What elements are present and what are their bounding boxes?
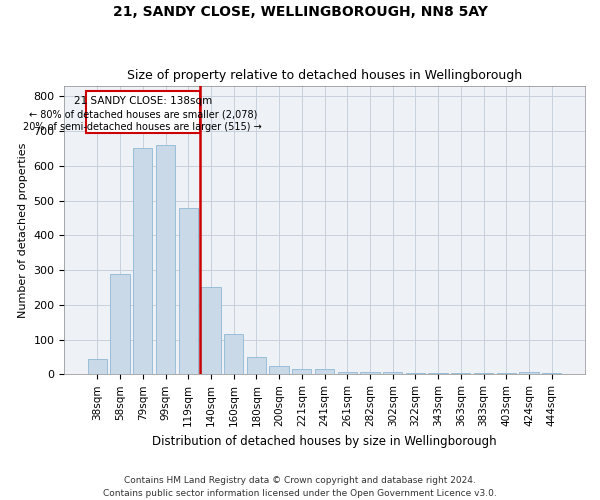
Bar (520, 372, 539, 374)
Bar (338, 372, 357, 374)
Bar (156, 145, 175, 374)
Bar (315, 369, 334, 374)
Text: Contains HM Land Registry data © Crown copyright and database right 2024.
Contai: Contains HM Land Registry data © Crown c… (103, 476, 497, 498)
Bar (88, 358, 107, 374)
Bar (497, 372, 516, 374)
Text: 20% of semi-detached houses are larger (515) →: 20% of semi-detached houses are larger (… (23, 122, 262, 132)
Bar (247, 357, 266, 374)
Bar (474, 372, 493, 374)
Bar (451, 372, 470, 374)
Bar (292, 369, 311, 374)
Bar (428, 372, 448, 374)
Bar (269, 366, 289, 374)
X-axis label: Distribution of detached houses by size in Wellingborough: Distribution of detached houses by size … (152, 434, 497, 448)
Text: 21, SANDY CLOSE, WELLINGBOROUGH, NN8 5AY: 21, SANDY CLOSE, WELLINGBOROUGH, NN8 5AY (113, 5, 487, 19)
Bar (133, 148, 152, 374)
Bar (383, 372, 403, 374)
Bar (110, 274, 130, 374)
Bar (406, 372, 425, 374)
Bar (202, 288, 221, 374)
Title: Size of property relative to detached houses in Wellingborough: Size of property relative to detached ho… (127, 69, 522, 82)
Bar (86, 91, 200, 133)
Text: 21 SANDY CLOSE: 138sqm: 21 SANDY CLOSE: 138sqm (74, 96, 212, 106)
Bar (361, 372, 380, 374)
Bar (179, 208, 198, 374)
Y-axis label: Number of detached properties: Number of detached properties (17, 142, 28, 318)
Bar (224, 334, 244, 374)
Text: ← 80% of detached houses are smaller (2,078): ← 80% of detached houses are smaller (2,… (29, 109, 257, 119)
